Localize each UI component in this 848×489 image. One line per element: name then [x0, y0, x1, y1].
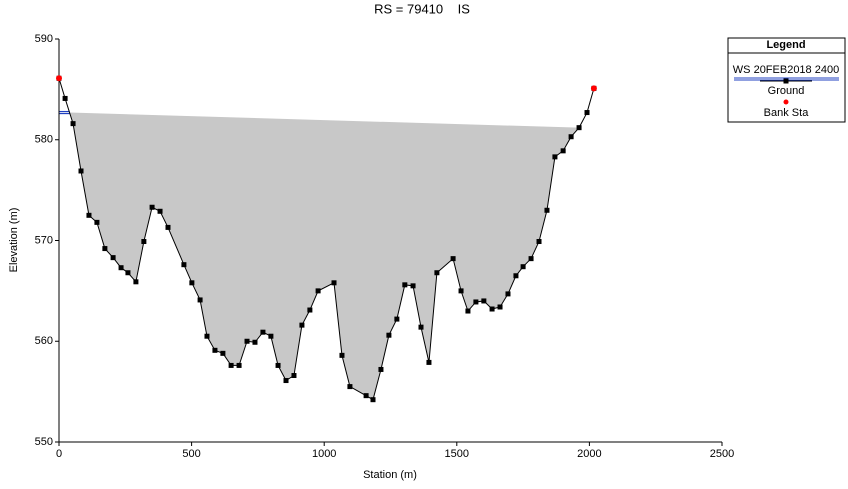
chart-title: RS = 79410 IS: [374, 1, 470, 16]
ground-point: [268, 333, 274, 339]
legend-label: WS 20FEB2018 2400: [733, 64, 839, 76]
ground-point: [283, 378, 289, 384]
ground-point: [260, 329, 266, 335]
ground-point: [544, 207, 550, 213]
y-axis-label: Elevation (m): [8, 208, 20, 273]
ground-point: [149, 204, 155, 210]
ground-point: [110, 255, 116, 261]
legend-title: Legend: [766, 39, 805, 51]
y-tick-label: 580: [35, 134, 53, 146]
ground-point: [78, 168, 84, 174]
ground-point: [244, 338, 250, 344]
x-tick-label: 1000: [312, 448, 336, 460]
y-tick-label: 590: [35, 33, 53, 45]
ground-point: [299, 322, 305, 328]
ground-point: [141, 239, 147, 245]
legend-label: Ground: [768, 85, 805, 97]
y-tick-label: 570: [35, 234, 53, 246]
ground-point: [220, 350, 226, 356]
ground-point: [528, 256, 534, 262]
ground-point: [370, 397, 376, 403]
ground-point: [497, 304, 503, 310]
ground-point: [410, 283, 416, 289]
ground-point: [552, 154, 558, 160]
y-tick-label: 560: [35, 335, 53, 347]
ground-point: [331, 280, 337, 286]
ground-point: [62, 95, 68, 101]
water-area: [69, 112, 580, 400]
x-tick-label: 500: [182, 448, 200, 460]
ground-point: [386, 332, 392, 338]
x-tick-label: 2000: [577, 448, 601, 460]
ground-point: [378, 366, 384, 372]
ground-point: [513, 273, 519, 279]
ground-point: [86, 212, 92, 218]
ground-point: [481, 298, 487, 304]
ground-point: [458, 288, 464, 294]
ground-point: [118, 265, 124, 271]
ground-point: [418, 324, 424, 330]
legend-label: Bank Sta: [764, 107, 810, 119]
x-axis-label: Station (m): [363, 469, 417, 481]
ground-point: [165, 224, 171, 230]
ground-point: [505, 291, 511, 297]
ground-point: [181, 262, 187, 268]
ground-point: [70, 121, 76, 127]
ground-point: [133, 279, 139, 285]
ground-point: [102, 246, 108, 252]
ground-point: [157, 208, 163, 214]
ground-point: [94, 219, 100, 225]
legend-swatch: [783, 78, 789, 84]
ground-point: [560, 148, 566, 154]
legend-swatch: [783, 99, 789, 105]
ground-point: [434, 270, 440, 276]
ground-point: [307, 307, 313, 313]
ground-point: [315, 288, 321, 294]
ground-point: [426, 359, 432, 365]
ground-point: [275, 362, 281, 368]
ground-point: [339, 352, 345, 358]
ground-point: [520, 264, 526, 270]
x-tick-label: 1500: [445, 448, 469, 460]
y-tick-label: 550: [35, 436, 53, 448]
bank-station: [56, 75, 62, 82]
ground-point: [402, 282, 408, 288]
bank-station: [590, 85, 597, 92]
ground-point: [363, 393, 369, 399]
ground-point: [584, 110, 590, 116]
ground-point: [568, 134, 574, 140]
ground-point: [212, 347, 218, 353]
x-tick-label: 0: [56, 448, 62, 460]
ground-point: [489, 306, 495, 312]
ground-point: [236, 362, 242, 368]
ground-point: [228, 362, 234, 368]
ground-point: [465, 308, 471, 314]
ground-point: [204, 333, 210, 339]
ground-point: [125, 270, 131, 276]
ground-point: [536, 239, 542, 245]
ground-point: [197, 297, 203, 303]
ground-point: [394, 316, 400, 322]
ground-point: [347, 384, 353, 390]
ground-point: [252, 339, 258, 345]
ground-point: [291, 373, 297, 379]
ground-point: [450, 256, 456, 262]
ground-point: [189, 280, 195, 286]
ground-point: [473, 299, 479, 305]
x-tick-label: 2500: [710, 448, 734, 460]
ground-point: [576, 125, 582, 131]
